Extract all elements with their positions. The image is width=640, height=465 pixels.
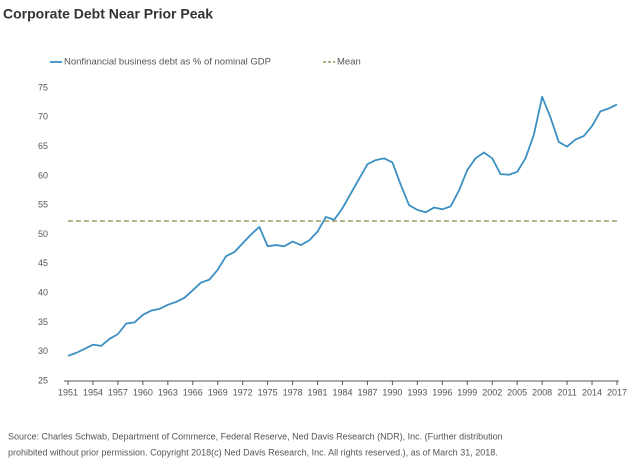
x-tick-label: 1966 xyxy=(183,387,203,397)
legend-label: Nonfinancial business debt as % of nomin… xyxy=(64,57,271,68)
y-tick-label: 60 xyxy=(38,170,48,180)
x-tick-label: 2002 xyxy=(482,387,502,397)
y-tick-label: 45 xyxy=(38,258,48,268)
x-tick-label: 1960 xyxy=(133,387,153,397)
x-tick-label: 1975 xyxy=(258,387,278,397)
x-tick-label: 1993 xyxy=(407,387,427,397)
source-note: Source: Charles Schwab, Department of Co… xyxy=(8,431,503,441)
x-tick-label: 2014 xyxy=(582,387,602,397)
x-tick-label: 1963 xyxy=(158,387,178,397)
x-tick-label: 1978 xyxy=(283,387,303,397)
y-tick-label: 35 xyxy=(38,317,48,327)
x-tick-label: 1951 xyxy=(58,387,78,397)
x-tick-label: 1999 xyxy=(457,387,477,397)
y-tick-label: 30 xyxy=(38,346,48,356)
x-tick-label: 1984 xyxy=(332,387,352,397)
line-series xyxy=(67,95,618,357)
y-tick-label: 65 xyxy=(38,141,48,151)
x-tick-label: 1990 xyxy=(382,387,402,397)
x-tick-label: 1969 xyxy=(208,387,228,397)
x-tick-label: 1972 xyxy=(233,387,253,397)
y-tick-label: 55 xyxy=(38,200,48,210)
x-tick-label: 1996 xyxy=(432,387,452,397)
chart-title: Corporate Debt Near Prior Peak xyxy=(3,6,213,22)
x-tick-label: 2017 xyxy=(607,387,627,397)
y-tick-label: 70 xyxy=(38,112,48,122)
y-tick-label: 75 xyxy=(38,82,48,92)
x-tick-label: 1957 xyxy=(108,387,128,397)
x-tick-label: 1981 xyxy=(308,387,328,397)
source-note: prohibited without prior permission. Cop… xyxy=(8,447,498,457)
legend-label: Mean xyxy=(337,57,361,68)
x-tick-label: 1954 xyxy=(83,387,103,397)
y-tick-label: 40 xyxy=(38,287,48,297)
x-tick-label: 2005 xyxy=(507,387,527,397)
y-tick-label: 25 xyxy=(38,375,48,385)
x-tick-label: 2008 xyxy=(532,387,552,397)
y-tick-label: 50 xyxy=(38,229,48,239)
x-tick-label: 2011 xyxy=(557,387,576,397)
x-tick-label: 1987 xyxy=(357,387,377,397)
